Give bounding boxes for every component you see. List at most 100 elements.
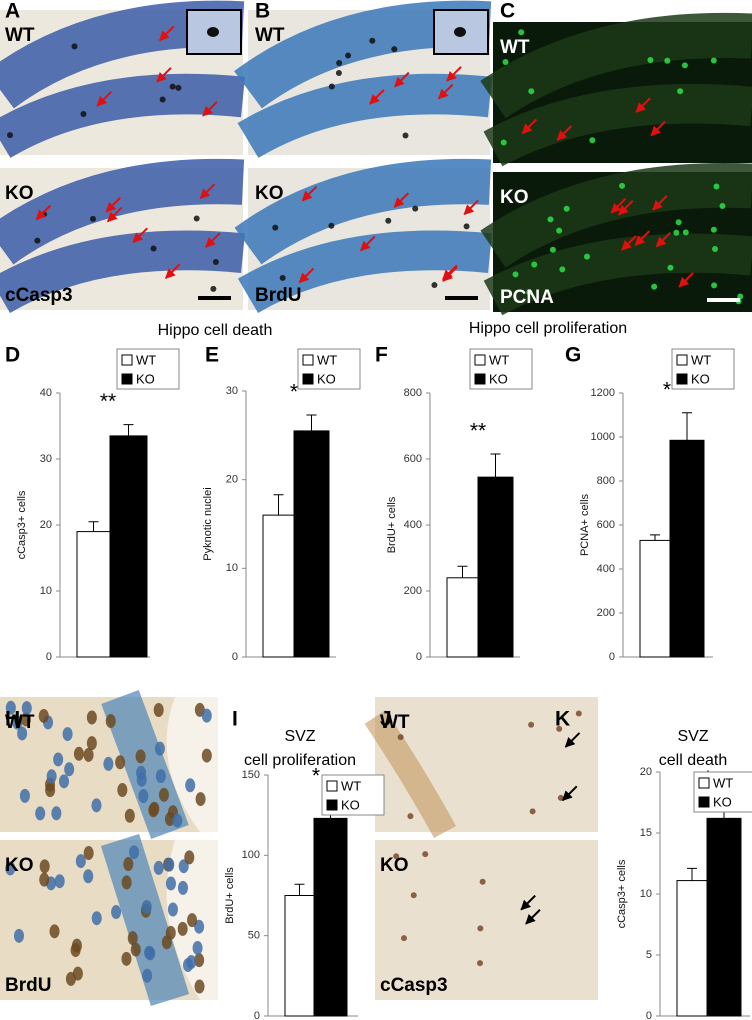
cell — [682, 229, 689, 236]
bar — [446, 577, 479, 658]
cell — [150, 245, 157, 252]
cell — [70, 943, 81, 958]
cell — [528, 88, 535, 95]
y-tick-label: 50 — [248, 930, 260, 942]
y-axis-label: Pyknotic nuclei — [202, 487, 214, 560]
cell — [369, 37, 376, 44]
cell — [400, 935, 407, 942]
y-tick-label: 10 — [226, 562, 238, 574]
bar — [706, 817, 742, 1017]
cell — [129, 845, 140, 860]
cell — [86, 736, 97, 751]
y-tick-label: 0 — [232, 651, 238, 663]
cell — [201, 748, 212, 763]
cell — [154, 741, 165, 756]
y-tick-label: 0 — [254, 1010, 260, 1020]
image-label: WT — [5, 712, 35, 733]
cell — [402, 132, 409, 139]
significance: * — [290, 380, 298, 403]
cell — [410, 892, 417, 899]
legend-swatch — [474, 354, 486, 366]
image-label: WT — [255, 25, 285, 46]
cell — [141, 899, 152, 914]
cell — [526, 289, 533, 296]
cell — [667, 264, 674, 271]
arrow — [298, 267, 315, 284]
error-bar — [123, 424, 134, 436]
cell — [185, 778, 196, 793]
chart-title: SVZ — [677, 728, 708, 745]
legend-label: WT — [713, 775, 733, 790]
cell — [210, 285, 217, 292]
cell — [675, 219, 682, 226]
legend-label: KO — [317, 371, 336, 386]
cell — [454, 27, 466, 37]
legend-label: KO — [713, 794, 732, 809]
stain-label: BrdU — [5, 975, 51, 996]
cell — [115, 755, 126, 770]
cell — [83, 869, 94, 884]
cell — [80, 111, 87, 118]
cell — [549, 246, 556, 253]
y-tick-label: 30 — [226, 385, 238, 397]
y-tick-label: 5 — [646, 949, 652, 961]
arrow — [105, 197, 122, 213]
arrow — [394, 71, 410, 88]
cell — [90, 215, 97, 222]
cell — [422, 851, 429, 858]
cell — [207, 27, 219, 37]
cell — [711, 282, 718, 289]
cell — [153, 860, 164, 875]
cell — [397, 734, 404, 741]
cell — [39, 859, 50, 874]
bar — [639, 539, 671, 658]
arrow — [635, 97, 651, 113]
legend-swatch — [302, 373, 314, 385]
y-tick-label: 150 — [242, 769, 260, 781]
cell — [103, 756, 114, 771]
cell — [412, 205, 419, 212]
panel-letter: H — [5, 708, 20, 731]
legend-label: WT — [489, 352, 509, 367]
cell — [7, 132, 14, 139]
cell — [677, 88, 684, 95]
cell — [13, 928, 24, 943]
y-tick-label: 600 — [404, 453, 422, 465]
cell — [86, 710, 97, 725]
arrow — [199, 183, 216, 200]
cell — [177, 921, 188, 936]
cell — [34, 237, 41, 244]
cell — [164, 812, 175, 827]
arrow — [634, 230, 651, 246]
cell — [192, 940, 203, 955]
legend-swatch — [302, 354, 314, 366]
cell — [21, 701, 32, 716]
arrow — [106, 206, 123, 223]
cell — [111, 905, 122, 920]
bar — [109, 435, 148, 658]
tissue-band — [0, 230, 245, 314]
cell — [528, 721, 535, 728]
cell — [117, 783, 128, 798]
panel-letter: D — [5, 344, 20, 367]
legend-label: KO — [341, 797, 360, 812]
legend-swatch — [676, 373, 688, 385]
cell — [121, 875, 132, 890]
arrow — [525, 909, 541, 925]
cell — [65, 971, 76, 986]
y-tick-label: 0 — [609, 651, 615, 663]
cell — [169, 83, 176, 90]
cell — [142, 968, 153, 983]
cell — [51, 806, 62, 821]
cell — [182, 958, 193, 973]
legend-label: WT — [136, 352, 156, 367]
arrow — [463, 199, 479, 216]
cell — [153, 702, 164, 717]
error-bar — [687, 867, 697, 881]
arrow — [521, 118, 538, 135]
bar — [76, 531, 111, 658]
cell — [500, 139, 507, 146]
cell — [681, 62, 688, 69]
cell — [575, 710, 582, 717]
cell — [149, 801, 160, 816]
